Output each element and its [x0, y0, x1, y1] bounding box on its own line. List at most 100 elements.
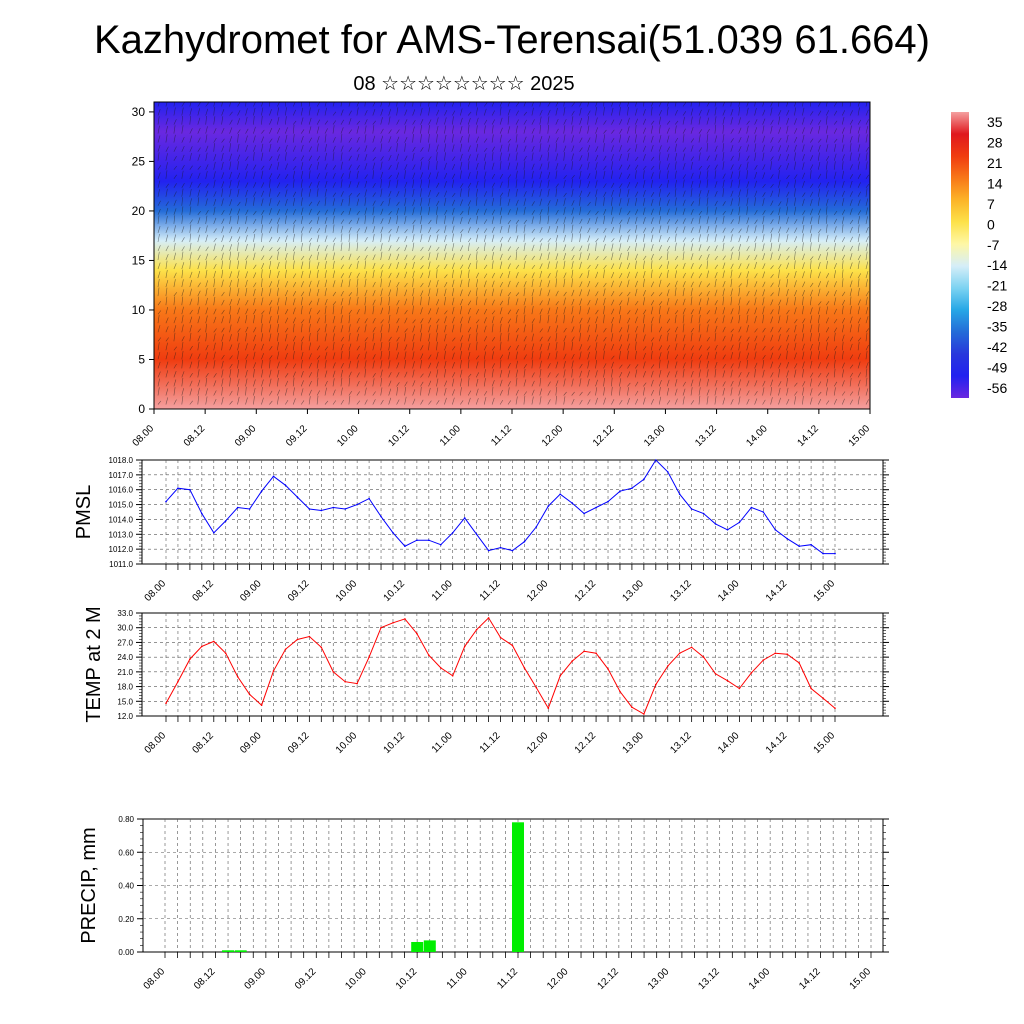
- x-tick-label: 09.12: [293, 966, 319, 992]
- data-point: [392, 622, 394, 624]
- data-point: [798, 545, 800, 547]
- y-axis-title: PRECIP, mm: [78, 827, 100, 943]
- x-tick-label: 08.12: [190, 730, 216, 756]
- y-tick-label: 10: [132, 303, 146, 317]
- y-tick-label: 27.0: [117, 638, 133, 647]
- y-tick-label: 25: [132, 154, 146, 168]
- data-point: [499, 546, 502, 549]
- x-tick-label: 11.12: [489, 423, 514, 448]
- x-tick-label: 15.00: [847, 423, 873, 449]
- x-tick-label: 14.12: [764, 730, 790, 756]
- y-tick-label: 1013.0: [109, 530, 134, 539]
- x-tick-label: 08.00: [143, 730, 169, 756]
- data-point: [810, 543, 812, 546]
- data-point: [750, 672, 753, 674]
- colorbar: 35 28 21 14 7 0 -7 -14 -21 -28 -35 -42 -49 -56: [951, 112, 1007, 398]
- data-point: [523, 667, 526, 669]
- data-point: [344, 680, 347, 683]
- data-point: [463, 645, 466, 648]
- data-point: [332, 506, 335, 509]
- data-point: [786, 537, 788, 540]
- data-point: [750, 506, 753, 509]
- data-point: [678, 652, 681, 654]
- data-point: [224, 520, 227, 522]
- y-tick-label: 33.0: [117, 609, 133, 618]
- data-point: [547, 505, 550, 507]
- data-point: [511, 644, 514, 647]
- data-point: [213, 532, 215, 534]
- x-tick-label: 12.00: [525, 578, 551, 604]
- y-tick-label: 20: [132, 204, 146, 218]
- data-point: [463, 517, 466, 519]
- data-point: [726, 529, 729, 531]
- data-point: [201, 645, 203, 648]
- colorbar-ramp: [951, 112, 969, 398]
- x-tick-label: 08.12: [190, 578, 216, 604]
- colorbar-label: -7: [987, 237, 1000, 253]
- data-point: [714, 523, 717, 525]
- x-tick-label: 09.12: [286, 578, 312, 604]
- x-tick-label: 08.00: [142, 966, 168, 992]
- data-point: [284, 484, 287, 487]
- x-tick-label: 09.00: [243, 966, 269, 992]
- x-tick-label: 10.12: [386, 423, 412, 449]
- chart-subtitle: 08 ☆☆☆☆☆☆☆☆ 2025: [353, 73, 575, 95]
- x-tick-label: 15.00: [812, 578, 838, 604]
- x-tick-label: 13.00: [642, 423, 668, 449]
- pmsl-panel: 1011.0 1012.0 1013.0 1014.0 1015.0 1016.0 1017…: [73, 456, 889, 604]
- data-point: [583, 650, 585, 653]
- data-point: [248, 693, 251, 696]
- x-tick-label: 12.12: [591, 423, 617, 449]
- x-tick-label: 09.00: [233, 423, 259, 449]
- x-tick-label: 13.00: [621, 730, 647, 756]
- data-point: [631, 706, 633, 708]
- data-point: [368, 497, 370, 500]
- data-point: [451, 675, 454, 677]
- y-tick-label: 15: [132, 253, 146, 267]
- data-point: [428, 654, 430, 656]
- data-point: [834, 707, 836, 709]
- data-point: [774, 652, 777, 654]
- x-tick-label: 12.00: [540, 423, 566, 449]
- colorbar-label: -21: [987, 278, 1007, 294]
- y-tick-label: 0: [138, 402, 145, 416]
- data-point: [655, 683, 657, 686]
- data-point: [260, 704, 263, 706]
- x-tick-label: 11.12: [478, 578, 503, 603]
- x-tick-label: 14.12: [764, 578, 790, 604]
- chart-title: Kazhydromet for AMS-Terensai(51.039 61.6…: [94, 18, 930, 62]
- precip-bar: [234, 950, 247, 952]
- data-point: [440, 543, 442, 546]
- colorbar-label: -28: [987, 298, 1007, 314]
- x-tick-label: 11.00: [430, 730, 455, 755]
- data-point: [213, 640, 215, 643]
- data-point: [487, 549, 490, 552]
- data-point: [667, 471, 669, 473]
- data-point: [344, 508, 347, 510]
- x-tick-label: 14.00: [716, 730, 742, 756]
- data-point: [607, 668, 609, 670]
- data-point: [511, 549, 514, 552]
- colorbar-label: -49: [987, 359, 1007, 375]
- x-tick-label: 11.12: [495, 966, 520, 991]
- data-point: [368, 656, 370, 658]
- data-point: [810, 687, 812, 690]
- x-tick-label: 13.00: [621, 578, 647, 604]
- x-tick-label: 08.00: [143, 578, 169, 604]
- y-tick-label: 1017.0: [109, 471, 134, 480]
- colorbar-label: -56: [987, 380, 1007, 396]
- data-point: [487, 617, 490, 619]
- x-tick-label: 15.00: [848, 966, 874, 992]
- y-tick-label: 1018.0: [109, 456, 134, 465]
- x-tick-label: 11.12: [478, 730, 503, 755]
- x-tick-label: 11.00: [445, 966, 470, 991]
- colorbar-label: -14: [987, 257, 1007, 273]
- data-point: [308, 635, 311, 638]
- y-tick-label: 1014.0: [109, 515, 134, 524]
- x-tick-label: 14.00: [744, 423, 770, 449]
- x-tick-label: 10.00: [343, 966, 369, 992]
- data-point: [475, 628, 478, 631]
- data-point: [655, 459, 657, 461]
- data-point: [224, 652, 227, 654]
- data-point: [189, 658, 191, 660]
